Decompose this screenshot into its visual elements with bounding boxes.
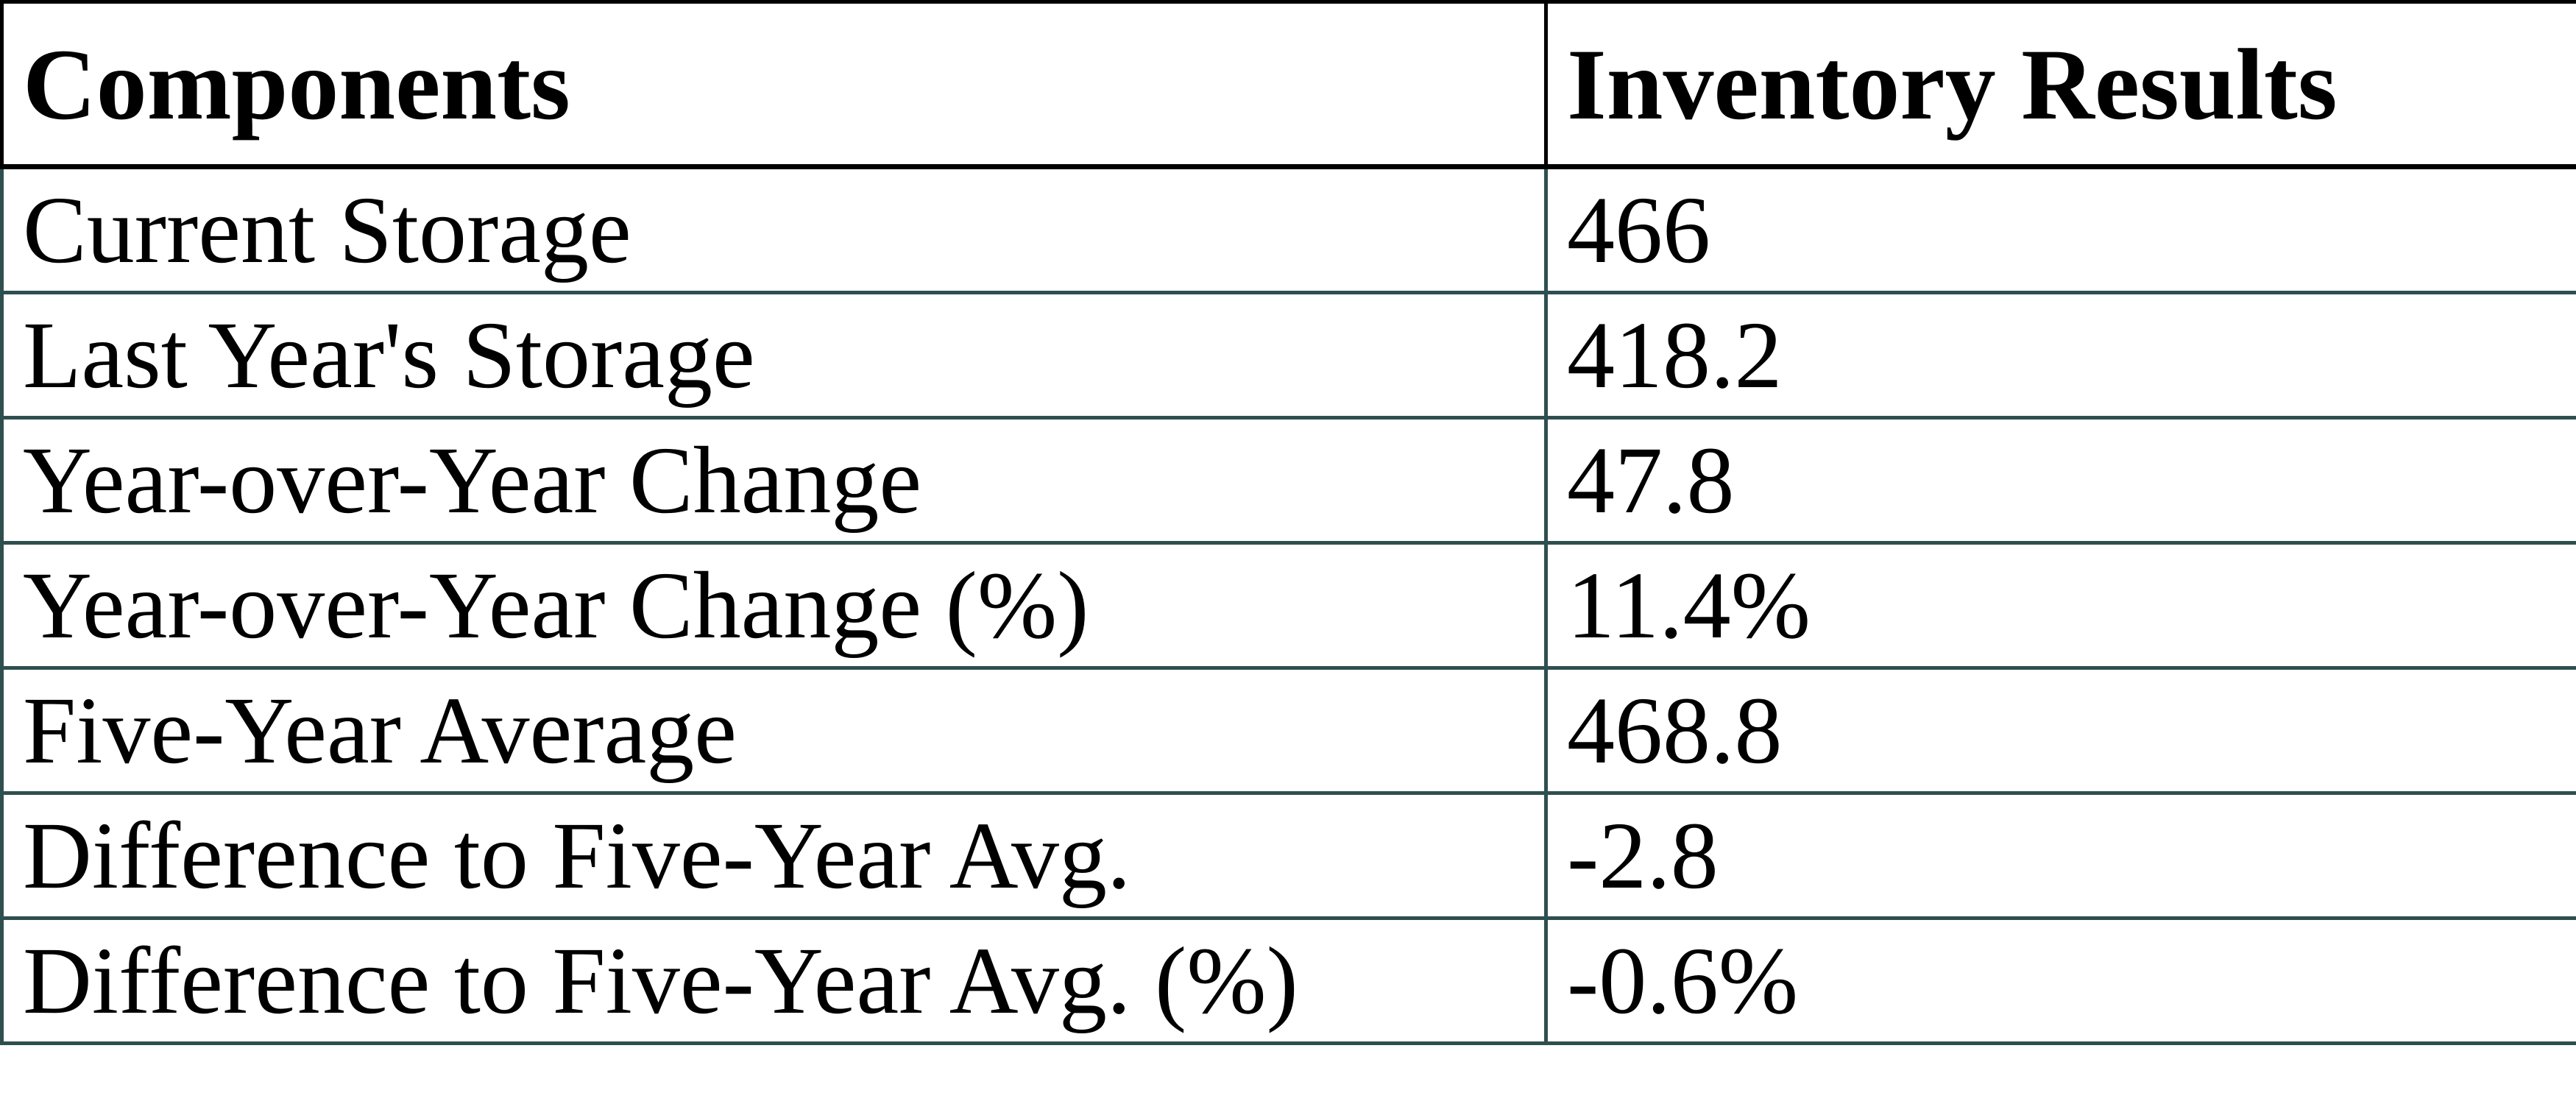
table-row: Five-Year Average 468.8 xyxy=(0,666,2576,795)
component-cell: Five-Year Average xyxy=(0,666,1548,795)
table-row: Year-over-Year Change (%) 11.4% xyxy=(0,541,2576,670)
component-cell: Year-over-Year Change xyxy=(0,416,1548,545)
component-cell: Difference to Five-Year Avg. xyxy=(0,791,1548,920)
table-row: Difference to Five-Year Avg. -2.8 xyxy=(0,791,2576,920)
result-cell: 468.8 xyxy=(1544,666,2576,795)
component-cell: Last Year's Storage xyxy=(0,291,1548,420)
result-cell: 47.8 xyxy=(1544,416,2576,545)
result-cell: 11.4% xyxy=(1544,541,2576,670)
header-cell-components: Components xyxy=(0,0,1548,169)
component-cell: Difference to Five-Year Avg. (%) xyxy=(0,916,1548,1045)
table-row: Current Storage 466 xyxy=(0,165,2576,294)
table-row: Last Year's Storage 418.2 xyxy=(0,291,2576,420)
header-cell-results: Inventory Results xyxy=(1544,0,2576,169)
header-row: Components Inventory Results xyxy=(0,0,2576,169)
result-cell: -0.6% xyxy=(1544,916,2576,1045)
table-row: Year-over-Year Change 47.8 xyxy=(0,416,2576,545)
result-cell: 466 xyxy=(1544,165,2576,294)
inventory-table: Components Inventory Results Current Sto… xyxy=(0,0,2576,1045)
table-body: Current Storage 466 Last Year's Storage … xyxy=(0,165,2576,1045)
result-cell: 418.2 xyxy=(1544,291,2576,420)
table-row: Difference to Five-Year Avg. (%) -0.6% xyxy=(0,916,2576,1045)
component-cell: Current Storage xyxy=(0,165,1548,294)
result-cell: -2.8 xyxy=(1544,791,2576,920)
component-cell: Year-over-Year Change (%) xyxy=(0,541,1548,670)
